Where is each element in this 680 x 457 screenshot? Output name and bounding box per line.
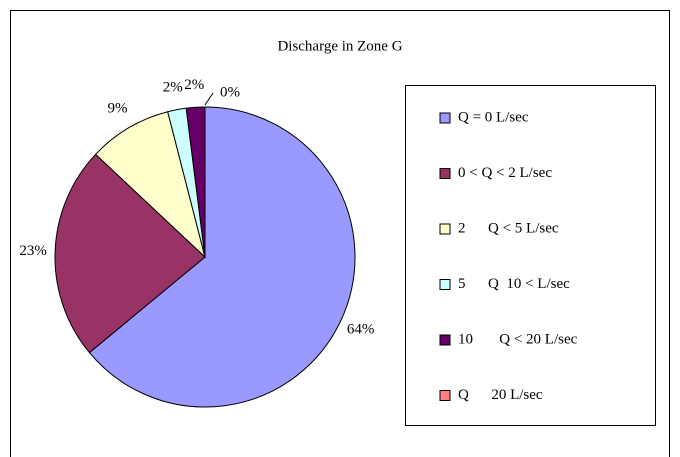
legend-label: 0 < Q < 2 L/sec [458,165,552,181]
data-label: 9% [107,100,127,116]
pie-slice [88,106,356,408]
legend-swatch [439,279,451,290]
data-label: 2% [184,77,204,93]
data-label: 0% [220,84,240,100]
pie-slice [94,111,206,259]
legend-label: Q 20 L/sec [458,387,543,403]
legend-swatch [439,168,451,179]
legend-swatch [439,334,451,346]
chart-title: Discharge in Zone G [277,38,402,54]
legend-label: 5 Q 10 < L/sec [458,276,570,292]
legend-swatch [439,223,451,235]
legend-label: 10 Q < 20 L/sec [458,331,578,347]
leader-line [204,92,214,106]
data-label: 2% [163,79,183,95]
pie-slice [54,153,206,354]
legend-swatch [439,390,451,401]
data-label: 23% [19,243,47,259]
legend-label: 2 Q < 5 L/sec [458,220,559,236]
legend-swatch [439,112,451,124]
legend-label: Q = 0 L/sec [458,109,529,125]
data-label: 64% [347,322,375,338]
legend-box [405,85,656,426]
